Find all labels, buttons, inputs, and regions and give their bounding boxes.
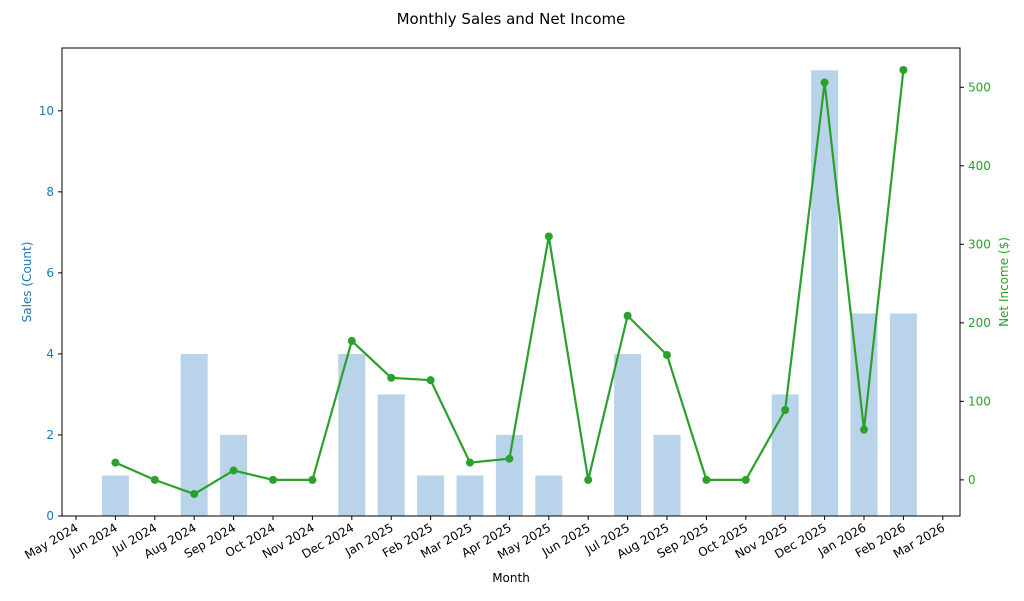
y-right-tick-label: 400 — [968, 159, 991, 173]
net-income-point — [741, 475, 750, 484]
net-income-point — [308, 475, 317, 484]
bars — [101, 70, 917, 517]
net-income-point — [899, 65, 908, 74]
net-income-point — [544, 232, 553, 241]
net-income-point — [387, 373, 396, 382]
y-left-tick-label: 2 — [46, 428, 54, 442]
net-income-point — [426, 376, 435, 385]
net-income-point — [820, 78, 829, 87]
sales-bar — [377, 394, 405, 516]
y-right-tick-label: 500 — [968, 80, 991, 94]
net-income-point — [229, 466, 238, 475]
y-axis-right: 0 100 200 300 400 500 — [960, 80, 991, 487]
sales-bar — [456, 475, 484, 516]
plot-frame — [61, 47, 961, 517]
sales-bar — [811, 70, 839, 517]
net-income-point — [702, 475, 711, 484]
net-income-point — [860, 425, 868, 434]
chart-title: Monthly Sales and Net Income — [397, 10, 626, 28]
y-left-tick-label: 4 — [46, 347, 54, 361]
y-left-tick-label: 10 — [39, 104, 54, 118]
net-income-point — [781, 405, 790, 414]
net-income-point — [623, 311, 632, 320]
y-right-tick-label: 300 — [968, 237, 991, 251]
net-income-point — [190, 490, 199, 499]
sales-bar — [101, 475, 129, 516]
sales-bar — [338, 353, 366, 516]
sales-bar — [653, 434, 681, 516]
net-income-line — [111, 65, 908, 499]
sales-bar — [535, 475, 563, 516]
y-left-tick-label: 0 — [46, 509, 54, 523]
sales-bar — [614, 353, 642, 516]
y-left-tick-label: 6 — [46, 266, 54, 280]
y-right-tick-label: 0 — [968, 473, 976, 487]
y-left-tick-label: 8 — [46, 185, 54, 199]
y-axis-right-label: Net Income ($) — [997, 237, 1011, 327]
net-income-point — [150, 475, 159, 484]
sales-bar — [889, 313, 917, 516]
sales-bar — [495, 434, 523, 516]
x-axis-label: Month — [492, 571, 530, 585]
y-axis-left: 0 2 4 6 8 10 — [39, 104, 62, 523]
net-income-point — [466, 458, 474, 467]
y-right-tick-label: 200 — [968, 316, 991, 330]
net-income-point — [111, 458, 120, 467]
sales-bar — [771, 394, 799, 516]
sales-bar — [417, 475, 445, 516]
net-income-point — [269, 475, 277, 484]
net-income-point — [663, 351, 671, 360]
net-income-point — [347, 336, 356, 345]
net-income-point — [505, 454, 514, 463]
y-axis-left-label: Sales (Count) — [20, 242, 34, 323]
y-right-tick-label: 100 — [968, 394, 991, 408]
net-income-point — [584, 475, 593, 484]
